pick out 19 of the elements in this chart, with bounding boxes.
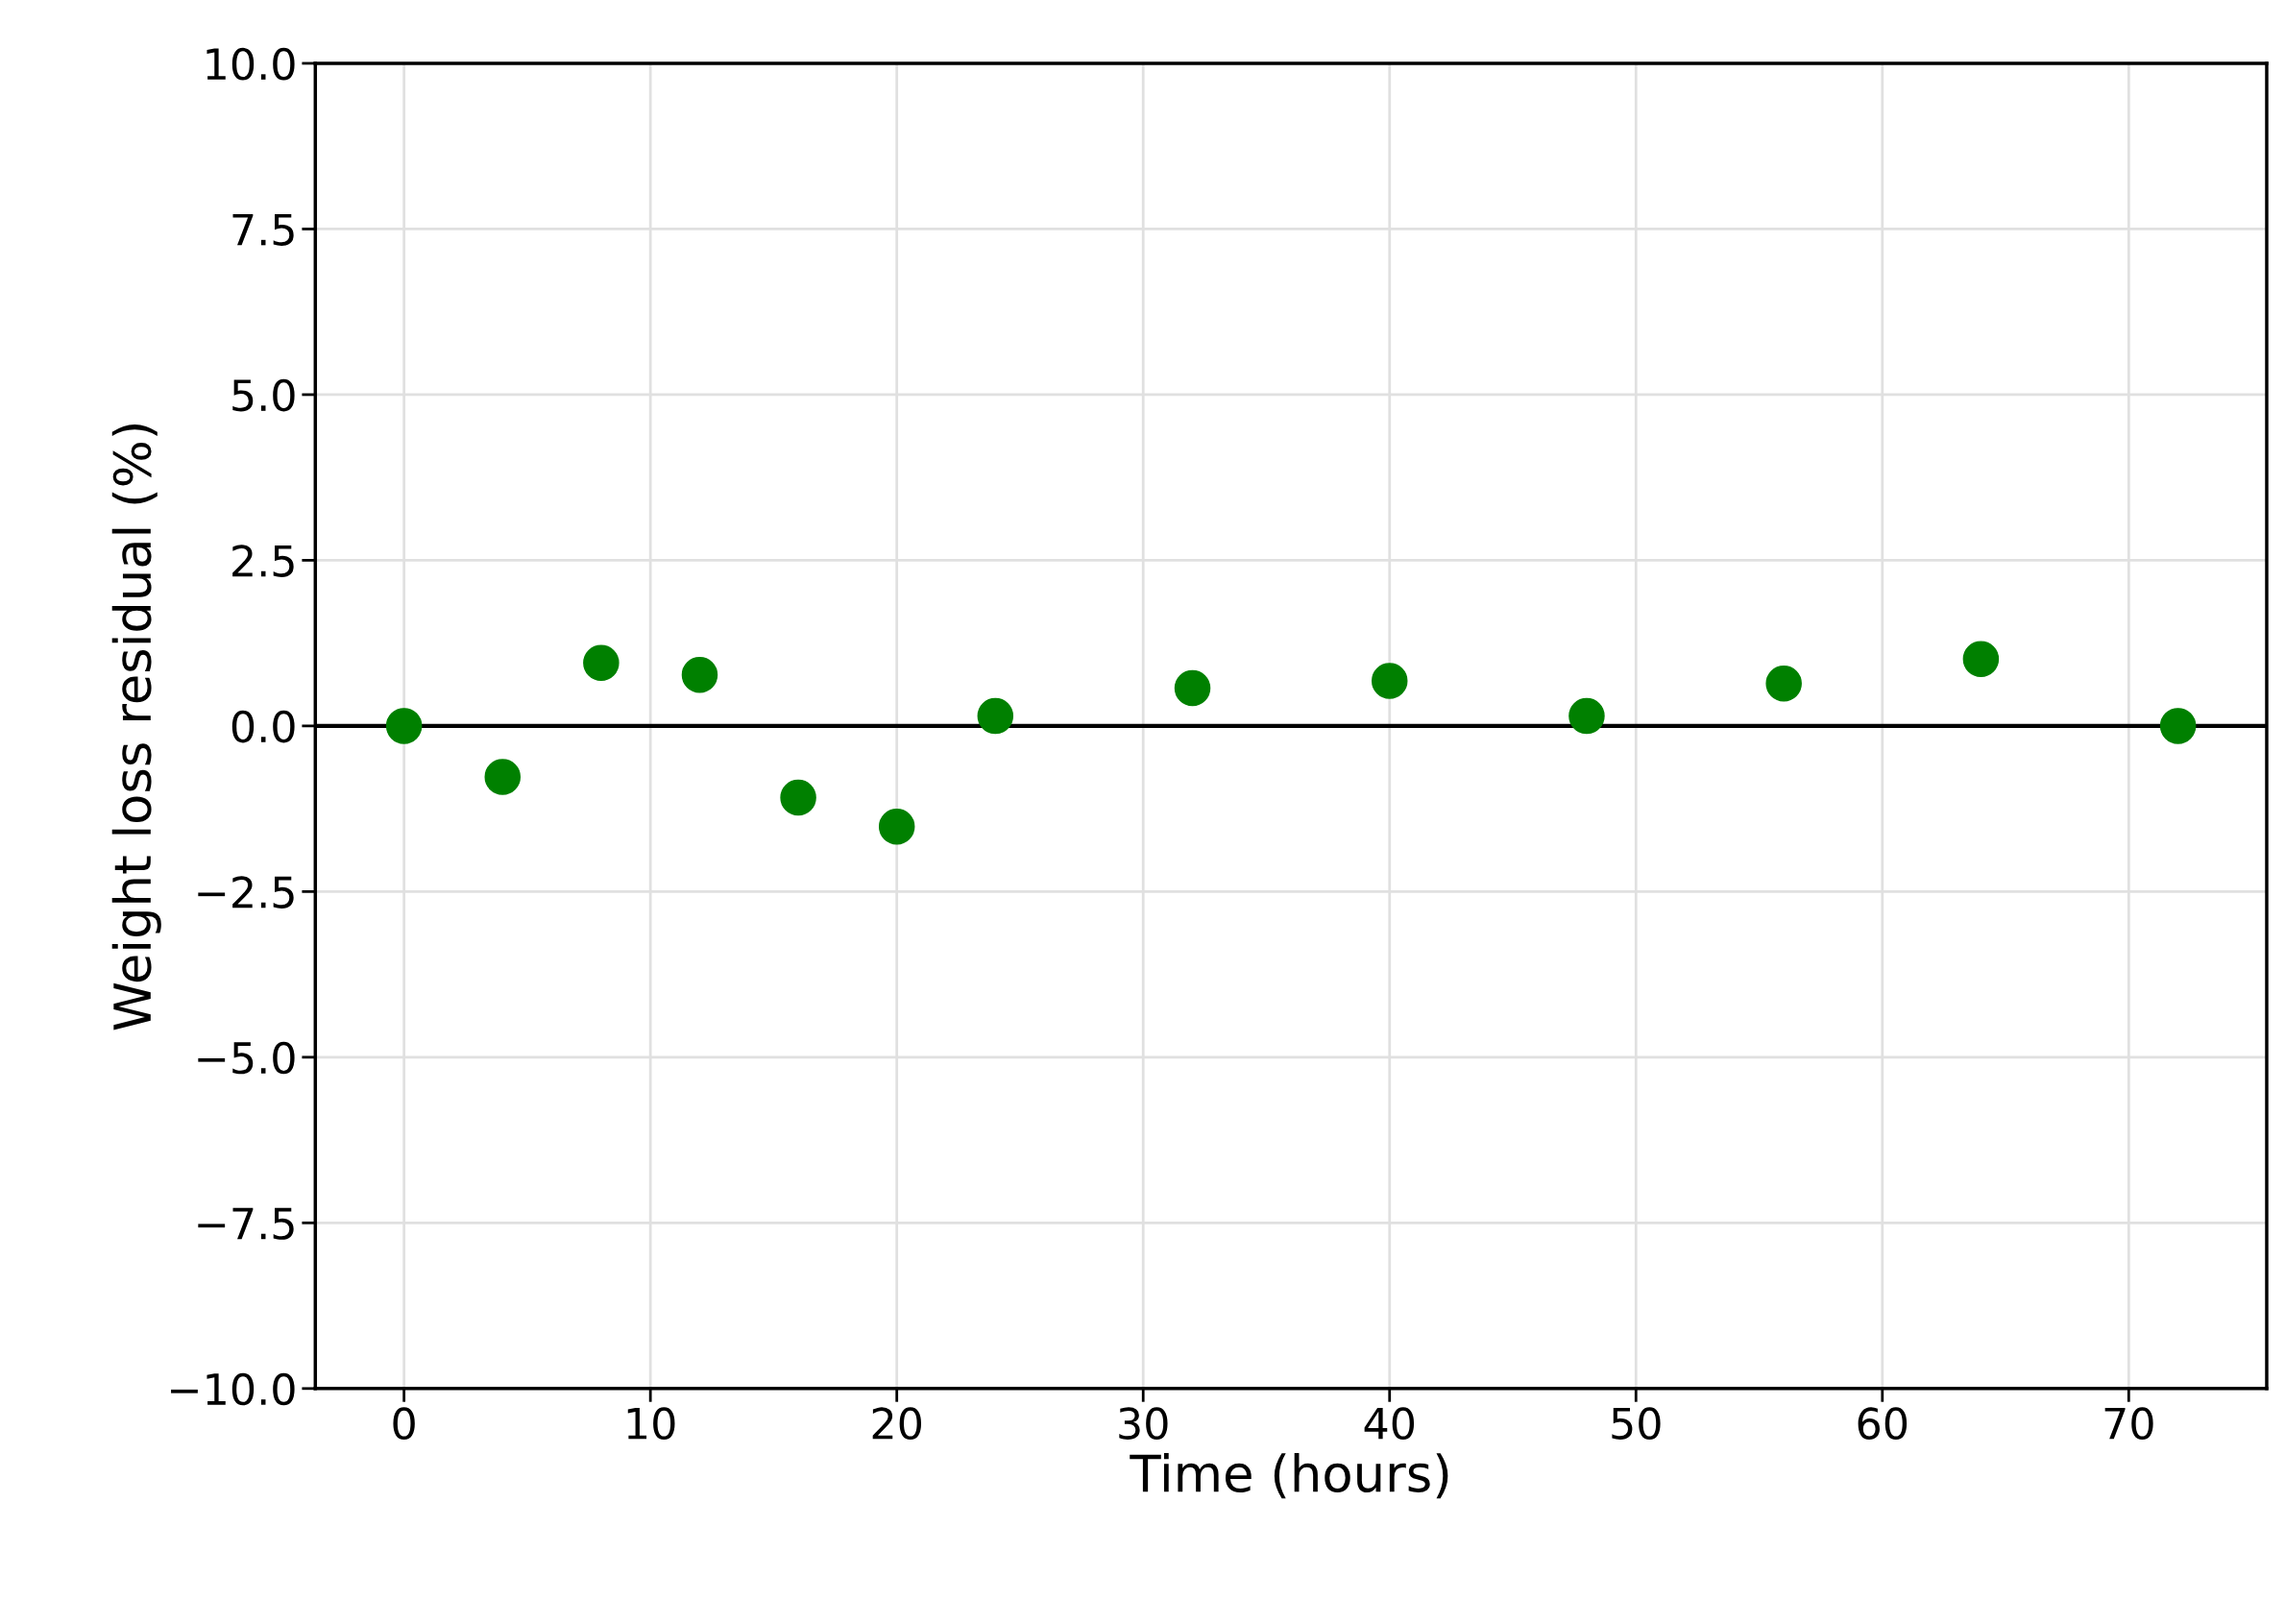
- y-tick-label: 0.0: [231, 710, 295, 743]
- x-tick-label: 40: [1364, 1407, 1415, 1440]
- x-axis-title: Time (hours): [1130, 1453, 1448, 1499]
- x-tick-label: 60: [1858, 1407, 1908, 1440]
- x-tick-label: 70: [2104, 1407, 2153, 1440]
- y-tick-label: −5.0: [198, 1041, 295, 1075]
- y-tick-label: 5.0: [232, 378, 295, 412]
- x-tick-label: 0: [393, 1407, 415, 1440]
- y-tick-label: 7.5: [232, 213, 294, 246]
- x-tick-label: 50: [1612, 1407, 1661, 1440]
- y-tick-label: −7.5: [198, 1207, 294, 1240]
- y-axis-title: Weight loss residual (%): [111, 424, 161, 1030]
- x-tick-label: 10: [627, 1407, 675, 1440]
- x-tick-label: 30: [1119, 1407, 1168, 1440]
- y-tick-label: 10.0: [207, 47, 295, 81]
- y-tick-label: 2.5: [232, 545, 294, 577]
- y-tick-label: −10.0: [171, 1372, 295, 1406]
- x-tick-label: 20: [872, 1407, 922, 1440]
- y-tick-label: −2.5: [198, 876, 294, 909]
